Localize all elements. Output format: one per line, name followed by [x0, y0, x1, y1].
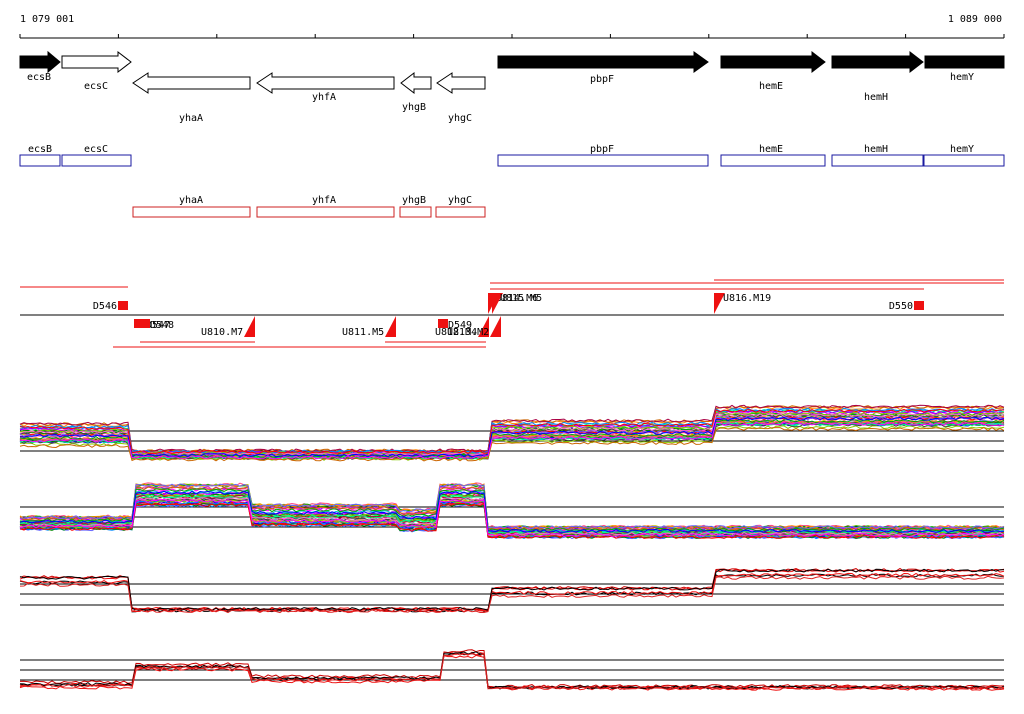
expression-trace [19, 575, 1005, 614]
forward-box-label-hemY: hemY [950, 144, 974, 155]
expression-trace [19, 568, 1004, 612]
reverse-box-yhgB[interactable] [399, 206, 432, 218]
expression-panel-4 [19, 649, 1005, 691]
feature-label-U811.M5: U811.M5 [342, 327, 384, 338]
gene-label-hemE: hemE [759, 81, 783, 92]
gene-arrow-yhaA[interactable] [132, 72, 251, 94]
reverse-box-yhgC[interactable] [435, 206, 486, 218]
expression-panel-3 [19, 567, 1005, 614]
feature-label-D549: D549 [448, 320, 472, 331]
feature-label-D550: D550 [889, 301, 913, 312]
feature-label-U816.M19: U816.M19 [723, 293, 771, 304]
ruler-start-label: 1 079 001 [20, 14, 74, 25]
feature-marker-U816.M19[interactable] [714, 293, 725, 314]
forward-box-ecsC[interactable] [61, 154, 132, 167]
forward-box-hemY[interactable] [923, 154, 1005, 167]
expression-trace [19, 412, 1005, 456]
gene-arrow-pbpF[interactable] [497, 51, 709, 73]
gene-arrow-yhgC[interactable] [436, 72, 486, 94]
forward-box-pbpF[interactable] [497, 154, 709, 167]
feature-marker-U812.M4[interactable] [478, 316, 489, 337]
expression-trace [19, 488, 1005, 532]
expression-trace [19, 413, 1005, 456]
gene-arrow-yhgB[interactable] [400, 71, 432, 95]
expression-trace [19, 499, 1005, 538]
reverse-box-label-yhaA: yhaA [179, 195, 203, 206]
reverse-box-label-yhgC: yhgC [448, 195, 472, 206]
forward-box-ecsB[interactable] [19, 154, 61, 167]
gene-track: ecsB ecsC yhaA yhfA yhgB yhgC pbpF hemE … [19, 50, 1005, 124]
expression-panel-1 [19, 404, 1005, 462]
expression-panel-2 [19, 482, 1005, 540]
reverse-box-label-yhfA: yhfA [312, 195, 336, 206]
expression-trace [19, 483, 1005, 530]
feature-label-D546: D546 [93, 301, 117, 312]
expression-trace [19, 408, 1005, 455]
reverse-box-label-yhgB: yhgB [402, 195, 426, 206]
gene-label-hemY: hemY [950, 72, 974, 83]
reverse-box-track: yhaA yhfA yhgB yhgC [132, 195, 486, 218]
gene-arrow-ecsC[interactable] [61, 50, 132, 74]
ruler-end-label: 1 089 000 [948, 14, 1002, 25]
feature-marker-D548[interactable] [140, 319, 150, 328]
forward-box-hemH[interactable] [831, 154, 924, 167]
feature-label-D547: D547 [146, 320, 170, 331]
expression-trace [19, 567, 1005, 611]
feature-label-D548: D548 [150, 320, 174, 331]
feature-marker-U815.M5[interactable] [492, 293, 503, 314]
feature-marker-U811.M5[interactable] [385, 316, 396, 337]
expression-trace [19, 568, 1005, 612]
forward-box-label-hemH: hemH [864, 144, 888, 155]
gene-arrow-hemH[interactable] [831, 50, 924, 74]
feature-label-U814.M6: U814.M6 [496, 293, 538, 304]
forward-box-hemE[interactable] [720, 154, 826, 167]
expression-trace [19, 654, 1005, 691]
reverse-box-yhaA[interactable] [132, 206, 251, 218]
gene-label-ecsB: ecsB [27, 72, 51, 83]
expression-trace [19, 498, 1005, 538]
expression-trace [19, 651, 1005, 690]
ruler: 1 079 001 1 089 000 [19, 14, 1005, 39]
gene-arrow-ecsB[interactable] [19, 50, 61, 74]
gene-label-yhfA: yhfA [312, 92, 336, 103]
expression-trace [19, 421, 1005, 460]
forward-box-label-pbpF: pbpF [590, 144, 614, 155]
expression-trace [19, 426, 1005, 462]
feature-label-U813.M2: U813.M2 [447, 327, 489, 338]
gene-label-ecsC: ecsC [84, 81, 108, 92]
ruler-ticks [19, 34, 1005, 38]
feature-label-U812.M4: U812.M4 [435, 327, 477, 338]
gene-label-hemH: hemH [864, 92, 888, 103]
forward-box-label-ecsB: ecsB [28, 144, 52, 155]
forward-box-track: ecsB ecsC pbpF hemE hemH hemY [19, 144, 1005, 167]
feature-marker-U810.M7[interactable] [244, 316, 255, 337]
gene-arrow-hemE[interactable] [720, 50, 826, 74]
expression-trace [19, 490, 1004, 533]
expression-trace [19, 652, 1005, 690]
expression-trace [19, 416, 1005, 458]
feature-label-U815.M5: U815.M5 [500, 293, 542, 304]
feature-marker-D547[interactable] [134, 319, 144, 328]
gene-label-yhaA: yhaA [179, 113, 203, 124]
expression-trace [19, 572, 1005, 613]
expression-trace [19, 419, 1005, 459]
gene-label-pbpF: pbpF [590, 74, 614, 85]
gene-label-yhgB: yhgB [402, 102, 426, 113]
feature-marker-D550[interactable] [914, 301, 924, 310]
expression-trace [19, 652, 1005, 690]
transcription-feature-track: D546 D547 D548 U810.M7 U811.M5 D549 U812… [20, 279, 1004, 348]
forward-box-label-ecsC: ecsC [84, 144, 108, 155]
feature-marker-D549[interactable] [438, 319, 448, 328]
gene-label-yhgC: yhgC [448, 113, 472, 124]
gene-arrow-hemY[interactable] [924, 55, 1005, 69]
feature-label-U810.M7: U810.M7 [201, 327, 243, 338]
feature-marker-D546[interactable] [118, 301, 128, 310]
reverse-box-yhfA[interactable] [256, 206, 395, 218]
forward-box-label-hemE: hemE [759, 144, 783, 155]
gene-arrow-yhfA[interactable] [256, 72, 395, 94]
feature-marker-U813.M2[interactable] [490, 316, 501, 337]
expression-trace [19, 404, 1005, 453]
expression-trace [19, 407, 1005, 454]
